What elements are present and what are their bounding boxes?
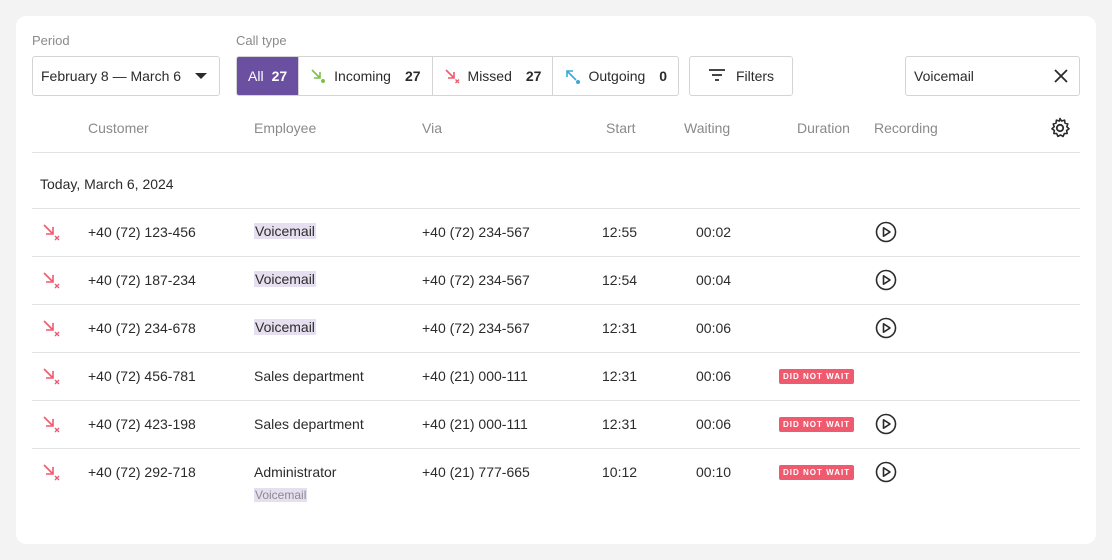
via-number: +40 (21) 777-665 <box>422 464 530 480</box>
row-divider <box>32 448 1080 449</box>
play-recording-icon[interactable] <box>875 461 897 483</box>
missed-call-icon <box>42 415 60 438</box>
waiting-time: 00:06 <box>696 416 732 432</box>
start-time: 10:12 <box>602 464 638 480</box>
gear-icon[interactable] <box>1049 117 1071 139</box>
play-recording-icon[interactable] <box>875 413 897 435</box>
call-type-incoming-label: Incoming <box>334 68 391 84</box>
clear-search-icon[interactable] <box>1053 68 1069 84</box>
calls-panel: Period February 8 — March 6 Call type Al… <box>16 16 1096 544</box>
row-divider <box>32 256 1080 257</box>
via-number: +40 (72) 234-567 <box>422 320 530 336</box>
customer-phone[interactable]: +40 (72) 423-198 <box>88 416 196 432</box>
via-number: +40 (72) 234-567 <box>422 272 530 288</box>
customer-phone[interactable]: +40 (72) 292-718 <box>88 464 196 480</box>
column-header-recording[interactable]: Recording <box>874 120 938 136</box>
missed-call-icon <box>42 319 60 342</box>
play-recording-icon[interactable] <box>875 317 897 339</box>
call-type-label: Call type <box>236 33 287 48</box>
column-header-employee[interactable]: Employee <box>254 120 317 136</box>
waiting-time: 00:10 <box>696 464 732 480</box>
date-group-heading: Today, March 6, 2024 <box>40 176 174 192</box>
employee-name: Sales department <box>254 416 364 432</box>
customer-phone[interactable]: +40 (72) 234-678 <box>88 320 196 336</box>
start-time: 12:31 <box>602 320 638 336</box>
missed-call-icon <box>42 271 60 294</box>
missed-call-icon <box>444 68 460 84</box>
via-number: +40 (21) 000-111 <box>422 368 528 384</box>
did-not-wait-badge: DID NOT WAIT <box>779 417 855 432</box>
row-divider <box>32 400 1080 401</box>
play-recording-icon[interactable] <box>875 269 897 291</box>
missed-call-icon <box>42 223 60 246</box>
call-type-segmented-control: All 27 Incoming 27 Missed 27 Outgoing 0 <box>236 56 680 96</box>
play-recording-icon[interactable] <box>875 221 897 243</box>
incoming-call-icon <box>310 68 326 84</box>
period-value: February 8 — March 6 <box>41 68 182 84</box>
call-type-missed-label: Missed <box>467 68 512 84</box>
call-type-outgoing[interactable]: Outgoing 0 <box>552 57 678 95</box>
call-type-incoming-count: 27 <box>404 68 421 84</box>
call-type-all[interactable]: All 27 <box>237 57 299 95</box>
period-label: Period <box>32 33 70 48</box>
via-number: +40 (72) 234-567 <box>422 224 530 240</box>
employee-sub-label: Voicemail <box>254 488 308 502</box>
customer-phone[interactable]: +40 (72) 456-781 <box>88 368 196 384</box>
employee-name: Voicemail <box>254 319 316 335</box>
search-box <box>905 56 1080 96</box>
column-header-duration[interactable]: Duration <box>797 120 850 136</box>
column-header-waiting[interactable]: Waiting <box>684 120 731 136</box>
column-header-customer[interactable]: Customer <box>88 120 149 136</box>
employee-name: Voicemail <box>254 271 316 287</box>
waiting-time: 00:04 <box>696 272 732 288</box>
customer-phone[interactable]: +40 (72) 123-456 <box>88 224 196 240</box>
did-not-wait-badge: DID NOT WAIT <box>779 465 855 480</box>
column-header-via[interactable]: Via <box>422 120 442 136</box>
call-type-missed[interactable]: Missed 27 <box>431 57 553 95</box>
employee-name: Administrator <box>254 464 337 480</box>
waiting-time: 00:06 <box>696 320 732 336</box>
waiting-time: 00:02 <box>696 224 732 240</box>
period-select[interactable]: February 8 — March 6 <box>32 56 220 96</box>
filter-icon <box>708 68 726 85</box>
customer-phone[interactable]: +40 (72) 187-234 <box>88 272 196 288</box>
call-type-all-count: 27 <box>271 68 288 84</box>
row-divider <box>32 208 1080 209</box>
missed-call-icon <box>42 367 60 390</box>
call-type-outgoing-label: Outgoing <box>588 68 646 84</box>
caret-down-icon <box>195 73 207 79</box>
missed-call-icon <box>42 463 60 486</box>
call-type-outgoing-count: 0 <box>659 68 668 84</box>
employee-name: Voicemail <box>254 223 316 239</box>
search-input[interactable] <box>914 68 1034 84</box>
filters-button-label: Filters <box>735 68 775 84</box>
header-divider <box>32 152 1080 153</box>
employee-name: Sales department <box>254 368 364 384</box>
waiting-time: 00:06 <box>696 368 732 384</box>
start-time: 12:54 <box>602 272 638 288</box>
call-type-incoming[interactable]: Incoming 27 <box>298 57 431 95</box>
row-divider <box>32 304 1080 305</box>
start-time: 12:31 <box>602 368 638 384</box>
start-time: 12:55 <box>602 224 638 240</box>
did-not-wait-badge: DID NOT WAIT <box>779 369 855 384</box>
call-type-missed-count: 27 <box>525 68 542 84</box>
start-time: 12:31 <box>602 416 638 432</box>
call-type-all-label: All <box>248 68 264 84</box>
outgoing-call-icon <box>564 68 581 84</box>
via-number: +40 (21) 000-111 <box>422 416 528 432</box>
column-header-start[interactable]: Start <box>606 120 636 136</box>
row-divider <box>32 352 1080 353</box>
filters-button[interactable]: Filters <box>689 56 793 96</box>
